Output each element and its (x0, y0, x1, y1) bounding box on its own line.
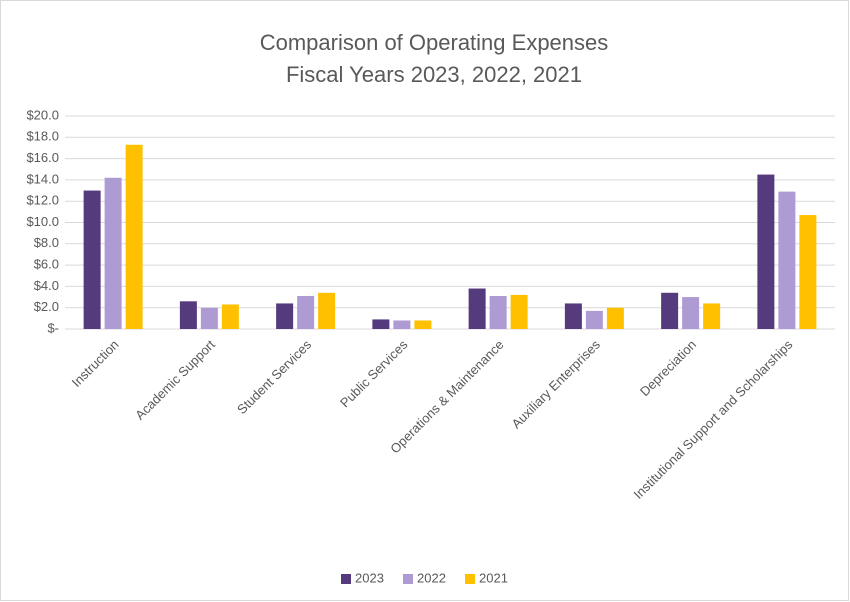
y-tick-label: $20.0 (26, 107, 59, 122)
legend-swatch (465, 574, 475, 584)
bar (703, 303, 721, 329)
legend-label: 2021 (479, 570, 508, 585)
y-tick-label: $- (47, 320, 59, 335)
y-tick-label: $14.0 (26, 171, 59, 186)
y-tick-label: $8.0 (34, 235, 59, 250)
bar (104, 177, 122, 329)
bar (179, 301, 197, 329)
bar (564, 303, 582, 329)
bar (606, 307, 624, 329)
bar (414, 320, 432, 329)
bar (318, 292, 336, 329)
y-tick-label: $10.0 (26, 214, 59, 229)
bar (372, 319, 390, 329)
legend-label: 2022 (417, 570, 446, 585)
bar (661, 292, 679, 329)
y-tick-label: $6.0 (34, 257, 59, 272)
bar (585, 310, 603, 329)
bar (799, 215, 817, 329)
legend-swatch (341, 574, 351, 584)
bar (125, 144, 143, 329)
bar (297, 295, 315, 329)
bar (221, 304, 239, 329)
chart-subtitle: Fiscal Years 2023, 2022, 2021 (286, 62, 582, 87)
bar (778, 191, 796, 329)
bar (468, 288, 486, 329)
legend-swatch (403, 574, 413, 584)
bar (393, 320, 411, 329)
bar (489, 295, 507, 329)
bar (510, 294, 528, 329)
bar (83, 190, 101, 329)
bar (200, 307, 218, 329)
bar (682, 297, 700, 329)
bar (276, 303, 294, 329)
y-tick-label: $18.0 (26, 129, 59, 144)
y-tick-label: $4.0 (34, 278, 59, 293)
y-tick-label: $2.0 (34, 299, 59, 314)
chart-title: Comparison of Operating Expenses (260, 30, 609, 55)
bar (757, 174, 775, 329)
y-tick-label: $12.0 (26, 193, 59, 208)
legend-label: 2023 (355, 570, 384, 585)
y-tick-label: $16.0 (26, 150, 59, 165)
